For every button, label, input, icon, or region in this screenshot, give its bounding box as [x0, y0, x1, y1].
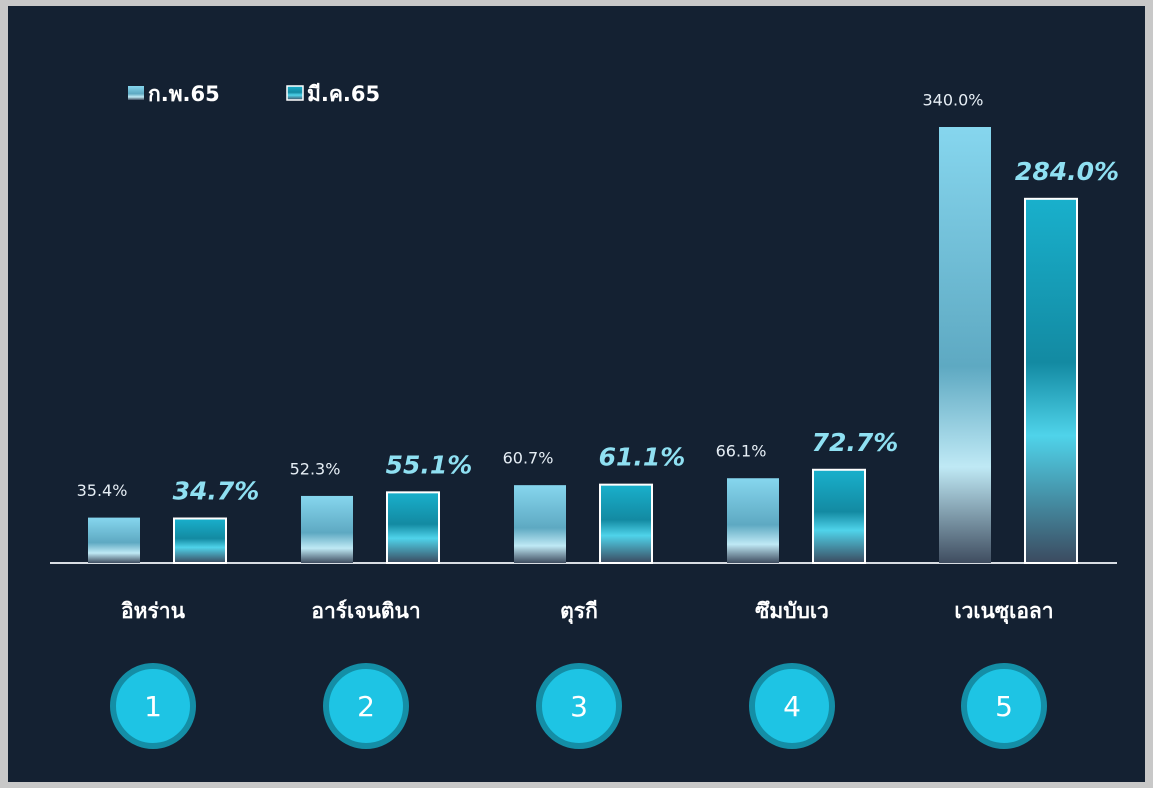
rank-number: 3	[570, 690, 588, 723]
rank-number: 1	[144, 690, 162, 723]
rank-badge	[536, 663, 622, 749]
bar	[514, 485, 566, 563]
rank-badge	[110, 663, 196, 749]
value-label: 35.4%	[77, 481, 128, 500]
x-tick-label: ซึมบับเว	[755, 599, 829, 623]
rank-badge	[961, 663, 1047, 749]
legend-swatch	[286, 85, 304, 101]
legend-label: มี.ค.65	[307, 82, 380, 106]
rank-badge	[323, 663, 409, 749]
bar	[939, 127, 991, 563]
legend-swatch	[128, 86, 144, 100]
legend-label: ก.พ.65	[148, 82, 220, 106]
bar	[386, 491, 440, 564]
bar	[173, 517, 227, 565]
value-label: 55.1%	[386, 450, 473, 479]
bar	[1024, 197, 1078, 564]
bar	[812, 468, 866, 565]
value-label: 72.7%	[812, 428, 899, 457]
bar	[88, 517, 140, 563]
x-tick-label: อิหร่าน	[121, 599, 186, 623]
bar	[727, 478, 779, 563]
value-label: 284.0%	[1015, 157, 1119, 186]
rank-number: 4	[783, 690, 801, 723]
rank-badge	[749, 663, 835, 749]
value-label: 61.1%	[599, 443, 686, 472]
value-label: 34.7%	[173, 477, 260, 506]
rank-number: 5	[995, 690, 1013, 723]
value-label: 66.1%	[716, 442, 767, 461]
x-tick-label: เวเนซุเอลา	[954, 599, 1053, 625]
bar	[301, 495, 353, 563]
value-label: 60.7%	[503, 449, 554, 468]
x-tick-label: ตุรกี	[560, 599, 598, 625]
value-label: 52.3%	[290, 459, 341, 478]
value-label: 340.0%	[922, 91, 983, 110]
bar	[599, 483, 653, 564]
x-tick-label: อาร์เจนตินา	[311, 599, 420, 623]
rank-number: 2	[357, 690, 375, 723]
